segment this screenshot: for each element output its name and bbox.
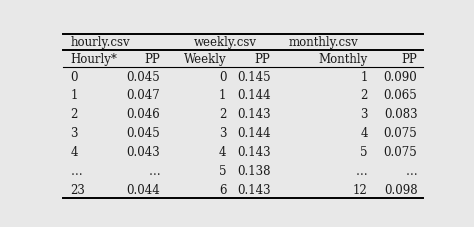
Text: 23: 23: [70, 183, 85, 196]
Text: 4: 4: [219, 145, 227, 158]
Text: 0.098: 0.098: [384, 183, 418, 196]
Text: 0.143: 0.143: [237, 108, 271, 121]
Text: 0: 0: [219, 70, 227, 83]
Text: Hourly*: Hourly*: [70, 53, 117, 66]
Text: monthly.csv: monthly.csv: [289, 36, 359, 49]
Text: Weekly: Weekly: [184, 53, 227, 66]
Text: 1: 1: [360, 70, 368, 83]
Text: 0.143: 0.143: [237, 183, 271, 196]
Text: hourly.csv: hourly.csv: [70, 36, 130, 49]
Text: 0.138: 0.138: [237, 164, 271, 177]
Text: 0: 0: [70, 70, 78, 83]
Text: 0.046: 0.046: [127, 108, 160, 121]
Text: 0.065: 0.065: [383, 89, 418, 102]
Text: 0.045: 0.045: [127, 70, 160, 83]
Text: PP: PP: [255, 53, 271, 66]
Text: 0.144: 0.144: [237, 126, 271, 139]
Text: 12: 12: [353, 183, 368, 196]
Text: 0.044: 0.044: [127, 183, 160, 196]
Text: 0.075: 0.075: [383, 145, 418, 158]
Text: 2: 2: [360, 89, 368, 102]
Text: …: …: [406, 164, 418, 177]
Text: 0.043: 0.043: [127, 145, 160, 158]
Text: 2: 2: [219, 108, 227, 121]
Text: 1: 1: [70, 89, 78, 102]
Text: 0.075: 0.075: [383, 126, 418, 139]
Text: 2: 2: [70, 108, 78, 121]
Text: 3: 3: [360, 108, 368, 121]
Text: 0.090: 0.090: [383, 70, 418, 83]
Text: 4: 4: [360, 126, 368, 139]
Text: 0.045: 0.045: [127, 126, 160, 139]
Text: 0.145: 0.145: [237, 70, 271, 83]
Text: PP: PP: [145, 53, 160, 66]
Text: weekly.csv: weekly.csv: [193, 36, 256, 49]
Text: PP: PP: [401, 53, 418, 66]
Text: 5: 5: [219, 164, 227, 177]
Text: 6: 6: [219, 183, 227, 196]
Text: …: …: [148, 164, 160, 177]
Text: 0.143: 0.143: [237, 145, 271, 158]
Text: Monthly: Monthly: [319, 53, 368, 66]
Text: …: …: [356, 164, 368, 177]
Text: 4: 4: [70, 145, 78, 158]
Text: 3: 3: [70, 126, 78, 139]
Text: 0.083: 0.083: [384, 108, 418, 121]
Text: …: …: [70, 164, 82, 177]
Text: 0.047: 0.047: [127, 89, 160, 102]
Text: 3: 3: [219, 126, 227, 139]
Text: 1: 1: [219, 89, 227, 102]
Text: 5: 5: [360, 145, 368, 158]
Text: 0.144: 0.144: [237, 89, 271, 102]
